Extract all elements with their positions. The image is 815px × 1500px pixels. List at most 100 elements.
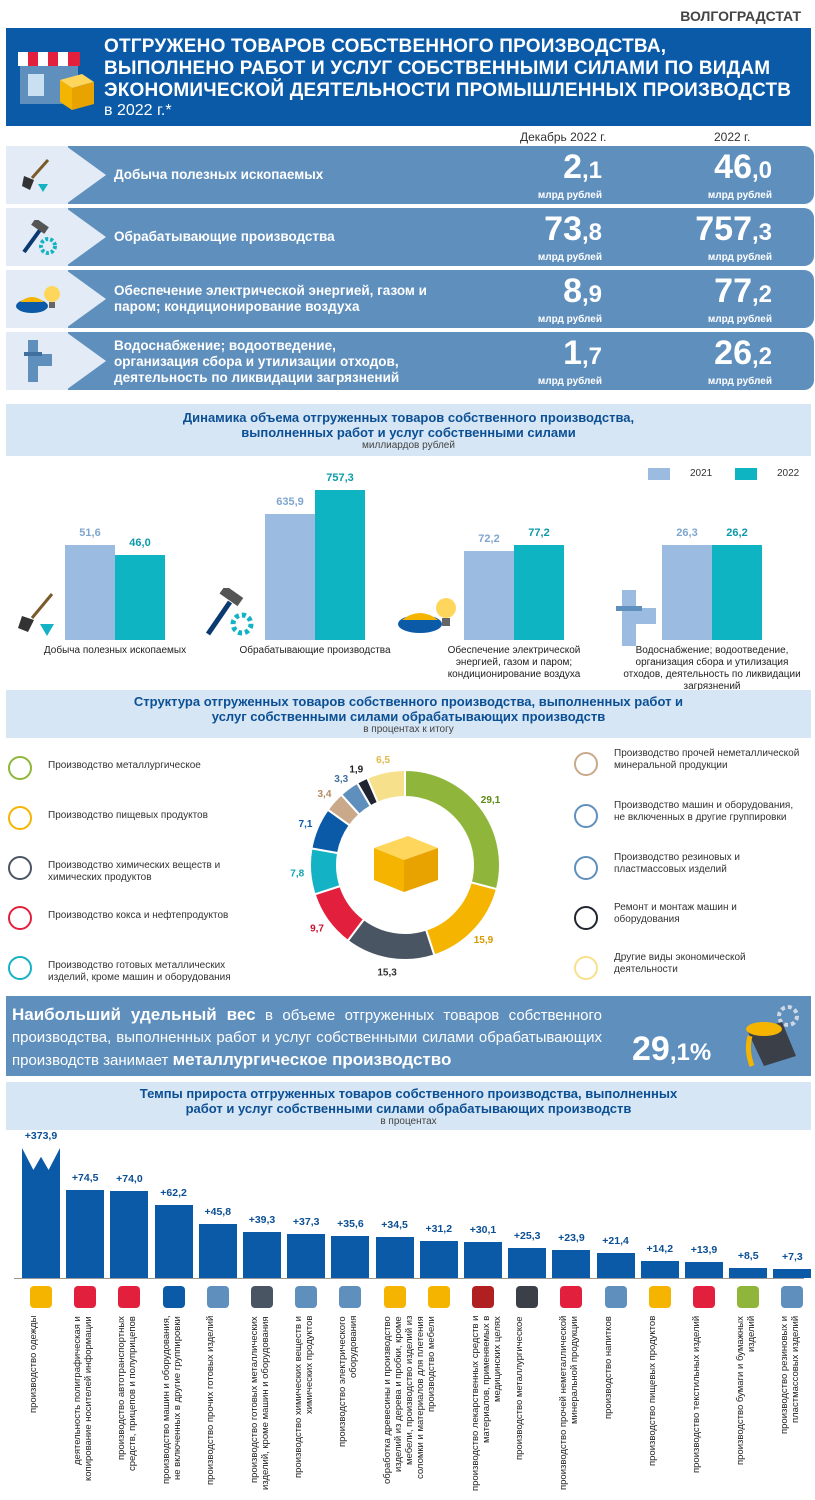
growth-bar — [331, 1235, 370, 1278]
legend-item-label: Производство машин и оборудования, не вк… — [614, 800, 794, 823]
growth-bar — [287, 1233, 326, 1278]
growth-category-label: производство химических веществ и химиче… — [293, 1316, 316, 1478]
growth-category-label: производство бумаги и бумажных изделий — [735, 1316, 758, 1465]
dynamics-bar-label: 757,3 — [326, 472, 354, 484]
row-dec-int: 8 — [563, 272, 582, 310]
growth-bar-label: +31,2 — [425, 1223, 453, 1236]
growth-category-label: производство мебели — [425, 1316, 437, 1412]
dynamics-band: Динамика объема отгруженных товаров собс… — [6, 404, 811, 456]
box-icon — [374, 836, 438, 892]
growth-bar-label: +14,2 — [646, 1243, 674, 1256]
legend-item-label: Ремонт и монтаж машин и оборудования — [614, 902, 737, 925]
icecream-icon — [648, 1286, 671, 1308]
printer-icon — [74, 1286, 97, 1308]
row-dec-int: 2 — [563, 148, 582, 186]
hammer-gear-icon — [205, 588, 254, 636]
growth-bar — [243, 1231, 281, 1278]
row-year-int: 77 — [714, 272, 752, 310]
wood-icon — [383, 1286, 406, 1308]
growth-category-label: производство металлургическое — [514, 1316, 526, 1460]
dynamics-category-label: Добыча полезных ископаемых — [43, 645, 187, 656]
growth-bar-label: +45,8 — [204, 1205, 232, 1218]
plate-icon — [574, 752, 598, 776]
callout-value-int: 29 — [632, 1030, 670, 1068]
donut-slice-label: 7,1 — [299, 819, 313, 830]
cabinet-icon — [427, 1286, 450, 1308]
growth-bar — [640, 1261, 679, 1278]
tennis-icon — [206, 1286, 229, 1308]
page-header: ОТГРУЖЕНО ТОВАРОВ СОБСТВЕННОГО ПРОИЗВОДС… — [6, 28, 811, 126]
legend-item-label: Производство металлургическое — [48, 760, 201, 771]
medicine-icon — [472, 1286, 494, 1308]
growth-bar — [508, 1248, 547, 1278]
growth-bar-label: +21,4 — [602, 1234, 629, 1247]
dynamics-bar — [265, 514, 315, 640]
growth-category-label: обработка древесины и производство издел… — [381, 1316, 426, 1484]
growth-bar — [419, 1241, 458, 1278]
donut-slice-label: 9,7 — [310, 924, 324, 935]
gear-tools-icon — [251, 1286, 273, 1308]
row-dec-frac: ,8 — [581, 219, 602, 246]
boots-icon — [574, 856, 598, 880]
growth-subtitle: в процентах — [380, 1116, 437, 1127]
legend-swatch-2022 — [735, 468, 757, 480]
structure-donut-chart: 29,1 15,9 15,3 9,7 7,8 7,1 3,43,31,9 6,5 — [290, 755, 501, 979]
gear-tools-icon — [8, 956, 32, 980]
dynamics-category-label: Водоснабжение; водоотведение, организаци… — [623, 645, 801, 692]
row-label: Обеспечение электрической энергией, газо… — [114, 283, 427, 314]
structure-subtitle: в процентах к итогу — [363, 724, 454, 735]
growth-bar — [464, 1242, 502, 1278]
growth-bar — [110, 1190, 149, 1278]
dynamics-bar — [514, 545, 564, 640]
dynamics-bar-label: 635,9 — [276, 496, 304, 509]
callout-value: 29,1% — [632, 1030, 711, 1069]
dynamics-bar-label: 46,0 — [129, 537, 151, 550]
growth-bar-label: +37,3 — [292, 1215, 320, 1228]
pipe-icon — [616, 590, 656, 646]
metal-bucket-icon — [745, 1005, 799, 1067]
growth-bar — [154, 1204, 193, 1278]
dynamics-bar-label: 26,2 — [726, 527, 748, 540]
donut-slice-label: 3,3 — [334, 774, 348, 785]
row-unit: млрд рублей — [707, 376, 772, 387]
row-dec-frac: ,9 — [581, 281, 602, 308]
growth-bar-label: +35,6 — [337, 1217, 364, 1230]
textile-icon — [693, 1286, 715, 1308]
dynamics-category-label: Обеспечение электрической энергией, газо… — [447, 645, 581, 680]
legend-label-2021: 2021 — [690, 468, 713, 479]
drill-icon — [339, 1286, 362, 1308]
legend-label-2022: 2022 — [777, 468, 800, 479]
growth-category-label: производство автотранспортных средств, п… — [116, 1316, 139, 1471]
row-unit: млрд рублей — [707, 190, 772, 201]
column-year-header: 2022 г. — [714, 130, 751, 144]
icecream-icon — [8, 806, 32, 830]
growth-category-label: производство лекарственных средств и мат… — [470, 1316, 503, 1492]
donut-slice-label: 1,9 — [349, 765, 363, 776]
growth-bar-label: +7,3 — [782, 1251, 803, 1264]
header-title-line: ОТГРУЖЕНО ТОВАРОВ СОБСТВЕННОГО ПРОИЗВОДС… — [104, 36, 667, 57]
growth-category-label: производство прочей неметаллической мине… — [558, 1316, 581, 1491]
row-unit: млрд рублей — [537, 376, 602, 387]
dynamics-bar — [662, 545, 712, 640]
plate-icon — [560, 1286, 583, 1308]
shovel-diamond-icon — [18, 593, 54, 636]
row-label: Обрабатывающие производства — [114, 229, 335, 244]
growth-bar-label: +74,5 — [71, 1172, 99, 1185]
row-dec-frac: ,1 — [581, 157, 602, 184]
bulb-burner-icon — [398, 598, 456, 633]
other-icon — [574, 956, 598, 980]
callout-body: в объеме отгруженных товаров собственног… — [12, 1007, 602, 1069]
growth-bar — [552, 1249, 591, 1278]
row-unit: млрд рублей — [537, 314, 602, 325]
legend-item-label: Производство готовых металлических издел… — [48, 960, 231, 983]
dynamics-bar-label: 26,3 — [676, 527, 698, 539]
dynamics-category-label: Обрабатывающие производства — [239, 645, 391, 656]
growth-category-label: производство пищевых продуктов — [646, 1316, 658, 1467]
flask-icon — [8, 856, 32, 880]
robot-arm-icon — [574, 804, 598, 828]
dynamics-subtitle: миллиардов рублей — [362, 440, 455, 451]
dynamics-bar-label: 51,6 — [79, 527, 101, 539]
dynamics-bar-label: 77,2 — [528, 527, 550, 539]
growth-bar-label: +23,9 — [558, 1231, 585, 1244]
legend-item-label: Производство кокса и нефтепродуктов — [48, 910, 229, 921]
